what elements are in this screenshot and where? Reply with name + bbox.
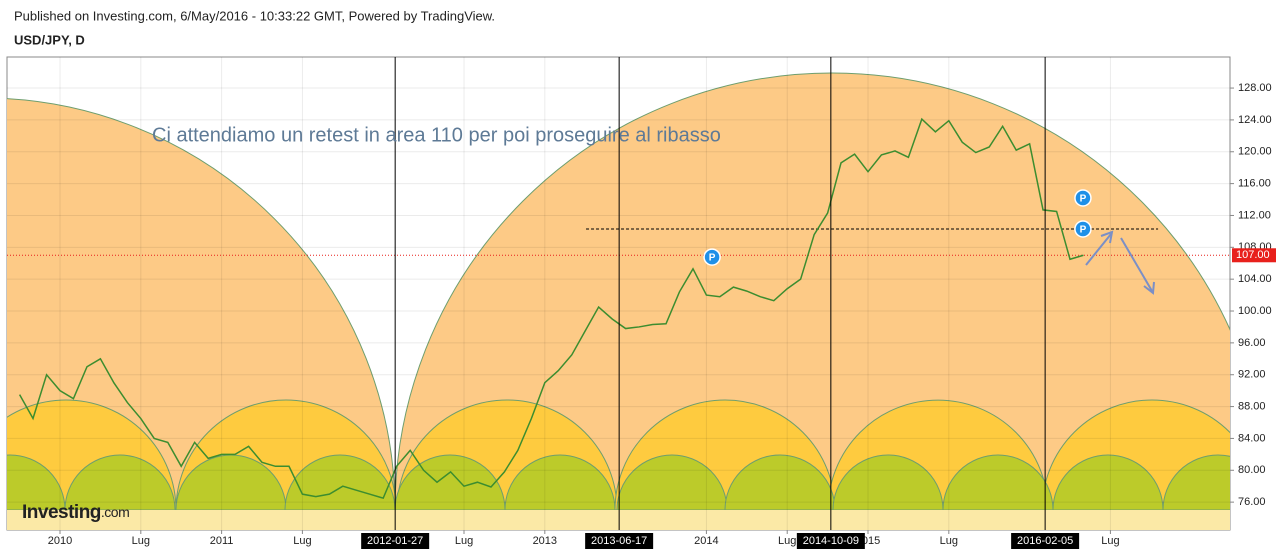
cycle-label: 2014-10-09 xyxy=(803,535,859,547)
x-tick-label: Lug xyxy=(1101,535,1119,547)
pivot-label: P xyxy=(709,253,716,264)
x-tick-label: 2011 xyxy=(210,535,234,547)
y-tick-label: 116.00 xyxy=(1238,178,1271,190)
y-tick-label: 112.00 xyxy=(1238,209,1271,221)
y-tick-label: 92.00 xyxy=(1238,369,1266,381)
big-arc xyxy=(394,72,1230,511)
forecast-arrows xyxy=(1085,230,1155,295)
y-tick-label: 84.00 xyxy=(1238,432,1266,444)
annotation: Ci attendiamo un retest in area 110 per … xyxy=(152,124,721,146)
pivot xyxy=(1074,220,1092,238)
x-tick-label: Lug xyxy=(293,535,311,547)
y-tick-label: 120.00 xyxy=(1238,146,1272,158)
small-arc xyxy=(942,454,1054,511)
arrow-up xyxy=(1085,233,1112,266)
arrow-head xyxy=(1143,281,1155,295)
logo-suffix: .com xyxy=(101,504,129,520)
y-tick-label: 104.00 xyxy=(1238,273,1272,285)
arrow-down xyxy=(1120,237,1153,292)
cycle-label-box xyxy=(1011,533,1080,549)
small-arc xyxy=(1162,454,1230,511)
symbol: USD/JPY, D xyxy=(14,32,85,47)
x-tick-label: 2013 xyxy=(533,535,557,547)
cycle-label-box xyxy=(585,533,654,549)
last-price-label: 107.00 xyxy=(1236,249,1270,261)
small-arc xyxy=(504,454,616,511)
small-arc xyxy=(616,454,728,511)
y-tick-label: 96.00 xyxy=(1238,337,1266,349)
y-tick-label: 88.00 xyxy=(1238,400,1266,412)
y-tick-label: 76.00 xyxy=(1238,496,1266,508)
x-tick-label: Lug xyxy=(455,535,473,547)
small-arc xyxy=(64,454,176,511)
cycle-arcs xyxy=(7,72,1230,530)
arrow-head xyxy=(1100,230,1114,244)
x-tick-label: Lug xyxy=(940,535,958,547)
base-strip xyxy=(7,510,1230,530)
y-tick-label: 100.00 xyxy=(1238,305,1272,317)
pivot-label: P xyxy=(1080,194,1087,205)
cycle-label-box xyxy=(361,533,430,549)
cycle-label: 2016-02-05 xyxy=(1017,535,1073,547)
small-arc xyxy=(1052,454,1164,511)
published-line: Published on Investing.com, 6/May/2016 -… xyxy=(14,8,495,23)
x-tick-label: 2010 xyxy=(48,535,72,547)
pivot-label: P xyxy=(1080,225,1087,236)
y-tick-label: 128.00 xyxy=(1238,82,1272,94)
small-arc xyxy=(832,454,944,511)
x-tick-label: Lug xyxy=(778,535,796,547)
cycle-label: 2012-01-27 xyxy=(367,535,423,547)
marks xyxy=(7,57,1230,530)
pivot xyxy=(703,248,721,266)
x-tick-label: 2014 xyxy=(694,535,718,547)
pivot xyxy=(1074,189,1092,207)
logo-name: Investing xyxy=(22,502,101,523)
x-tick-label: Lug xyxy=(132,535,150,547)
cycle-label: 2013-06-17 xyxy=(591,535,647,547)
price-line xyxy=(18,117,1084,500)
y-tick-label: 80.00 xyxy=(1238,464,1266,476)
last-price-box xyxy=(1232,248,1276,263)
small-arc xyxy=(175,454,287,511)
cycle-label-box xyxy=(796,533,865,549)
y-tick-label: 124.00 xyxy=(1238,114,1272,126)
logo: Investing.com xyxy=(22,502,129,523)
small-arc xyxy=(724,454,836,511)
small-arc xyxy=(7,454,66,511)
